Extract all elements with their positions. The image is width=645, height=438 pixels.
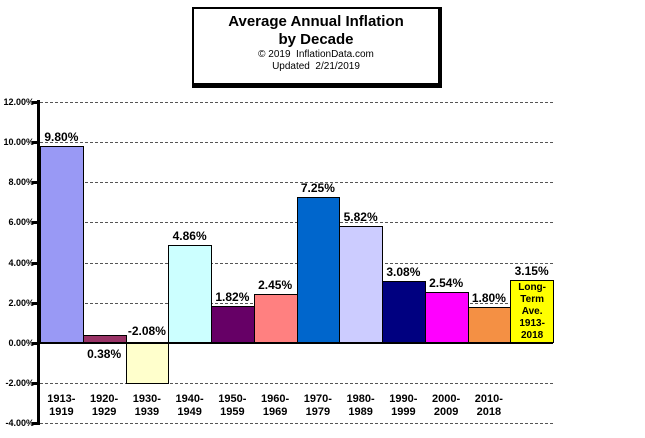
gridline	[40, 423, 553, 424]
y-tick-label: 10.00%	[3, 137, 34, 148]
y-axis-tick	[32, 381, 37, 385]
bar-value-label: -2.08%	[127, 323, 166, 338]
gridline	[40, 102, 553, 103]
x-tick-label: 2010- 2018	[474, 392, 503, 418]
x-tick-label: 1940- 1949	[175, 392, 204, 418]
copyright-line: © 2019 InflationData.com	[258, 49, 374, 60]
y-tick-label: 4.00%	[8, 257, 34, 268]
plot-area: 12.00% 10.00% 8.00% 6.00% 4.00% 2.00% 0.00% -2.…	[3, 97, 554, 428]
gridline	[40, 182, 553, 184]
y-axis-tick	[32, 261, 37, 265]
bar-value-label: 2.54%	[429, 275, 464, 290]
bar	[40, 146, 84, 343]
x-tick-label: 1920- 1929	[90, 392, 119, 418]
bar	[125, 342, 170, 385]
chart-subtitle: by Decade	[278, 31, 354, 48]
y-tick-label: 0.00%	[8, 337, 34, 348]
bar	[168, 245, 212, 343]
y-axis-tick	[32, 221, 37, 225]
bar-value-label: 7.25%	[300, 181, 335, 196]
bar	[339, 225, 383, 343]
y-axis-tick	[32, 301, 37, 305]
gridline	[40, 382, 553, 384]
x-tick-label: 1970- 1979	[303, 392, 332, 418]
x-tick-label: 1990- 1999	[389, 392, 418, 418]
y-axis-tick	[32, 341, 37, 345]
bar-value-label: 9.80%	[44, 130, 79, 145]
x-tick-label: 1960- 1969	[261, 392, 290, 418]
chart-title: Average Annual Inflation	[228, 13, 404, 30]
x-axis-zero-line	[40, 341, 553, 344]
y-axis-tick	[32, 181, 37, 185]
bar-value-label: 4.86%	[172, 229, 207, 244]
bar	[296, 197, 341, 343]
y-tick-label: 12.00%	[3, 97, 34, 107]
x-tick-label: 1913- 1919	[47, 392, 76, 418]
x-tick-label: 1980- 1989	[346, 392, 375, 418]
y-tick-label: 8.00%	[8, 177, 34, 188]
chart-title-box: Average Annual Inflation by Decade © 201…	[192, 7, 442, 88]
x-tick-label: 2000- 2009	[432, 392, 461, 418]
x-tick-label: 1930- 1939	[132, 392, 161, 418]
bar	[467, 306, 512, 343]
bar	[211, 306, 255, 343]
bar-value-label: 1.82%	[215, 290, 250, 305]
bar-value-label: 5.82%	[343, 209, 378, 224]
y-axis-tick	[32, 141, 37, 145]
bar-value-label: 0.38%	[87, 346, 122, 361]
bar	[424, 291, 469, 343]
bar-value-label: 1.80%	[471, 290, 506, 305]
bar: Long- Term Ave. 1913- 2018	[510, 279, 554, 343]
y-tick-label: 6.00%	[8, 217, 34, 228]
bar	[382, 280, 426, 343]
y-axis-line	[37, 100, 40, 425]
y-axis-tick	[32, 422, 37, 425]
x-tick-label: 1950- 1959	[218, 392, 247, 418]
updated-line: Updated 2/21/2019	[272, 61, 360, 72]
bar-value-label: 3.15%	[514, 263, 549, 278]
y-tick-label: -2.00%	[5, 377, 34, 388]
y-tick-label: 2.00%	[8, 297, 34, 308]
gridline	[40, 142, 553, 144]
bar-value-label: 3.08%	[386, 264, 421, 279]
y-axis-tick	[32, 101, 37, 104]
bar-value-label: 2.45%	[258, 277, 293, 292]
long-term-bar-label: Long- Term Ave. 1913- 2018	[518, 281, 546, 341]
y-tick-label: -4.00%	[5, 418, 34, 428]
